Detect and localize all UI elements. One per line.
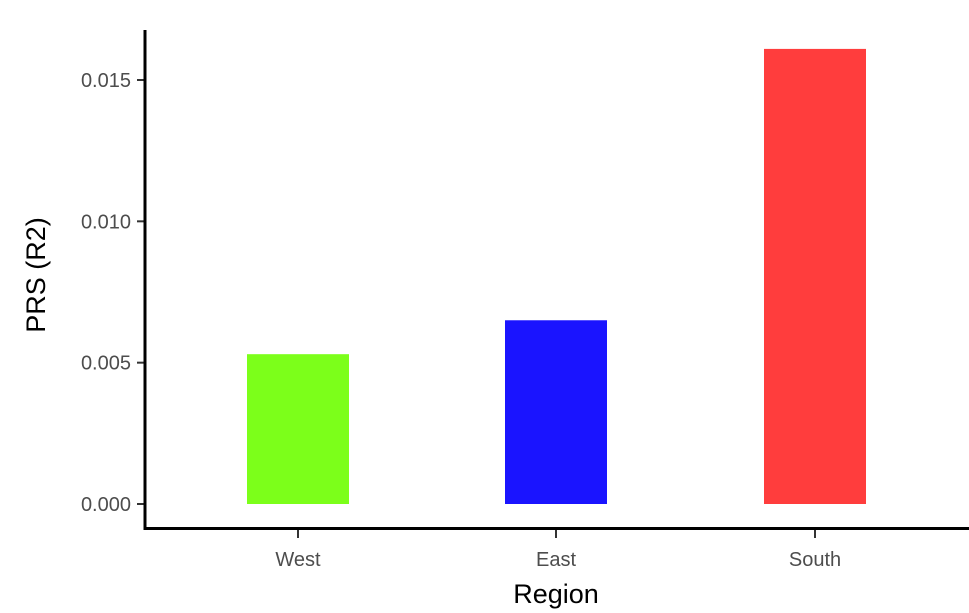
y-tick-label: 0.005: [81, 353, 131, 375]
y-axis-ticks: 0.000 0.005 0.010 0.015: [81, 70, 145, 516]
x-tick-label-east: East: [536, 549, 576, 571]
y-tick-label: 0.000: [81, 494, 131, 516]
x-axis-title: Region: [513, 579, 599, 609]
y-tick-label: 0.010: [81, 211, 131, 233]
x-tick-label-west: West: [275, 549, 321, 571]
bar-west: [247, 354, 349, 504]
y-axis-title: PRS (R2): [21, 217, 51, 333]
y-tick-label: 0.015: [81, 70, 131, 92]
x-tick-label-south: South: [789, 549, 841, 571]
bar-east: [505, 320, 607, 504]
x-axis-ticks: West East South: [275, 530, 841, 571]
bars-layer: [247, 48, 866, 504]
bar-south: [764, 48, 866, 504]
